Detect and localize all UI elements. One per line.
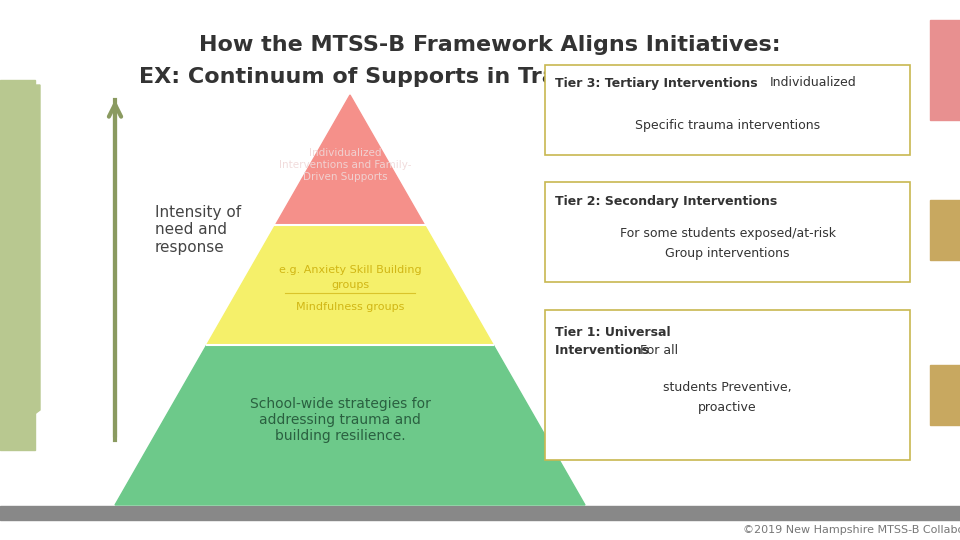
Text: School-wide strategies for
addressing trauma and
building resilience.: School-wide strategies for addressing tr… bbox=[250, 397, 430, 443]
Text: groups: groups bbox=[331, 280, 369, 290]
Bar bbox=[545, 65, 910, 155]
Text: For some students exposed/at-risk: For some students exposed/at-risk bbox=[619, 227, 835, 240]
Bar bbox=[545, 310, 910, 460]
Text: Intensity of
need and
response: Intensity of need and response bbox=[155, 205, 241, 255]
Text: Mindfulness groups: Mindfulness groups bbox=[296, 302, 404, 312]
Text: Individualized
Interventions and Family-
Driven Supports: Individualized Interventions and Family-… bbox=[278, 148, 411, 181]
Text: Tier 2: Secondary Interventions: Tier 2: Secondary Interventions bbox=[555, 195, 778, 208]
Bar bbox=[930, 20, 960, 120]
Text: For all: For all bbox=[640, 343, 678, 356]
Text: proactive: proactive bbox=[698, 402, 756, 415]
Bar bbox=[0, 506, 960, 520]
Text: ©2019 New Hampshire MTSS-B Collaborative: ©2019 New Hampshire MTSS-B Collaborative bbox=[743, 525, 960, 535]
Polygon shape bbox=[115, 345, 585, 505]
Bar bbox=[930, 365, 960, 425]
Text: Individualized: Individualized bbox=[770, 77, 856, 90]
Text: Interventions: Interventions bbox=[555, 343, 654, 356]
Polygon shape bbox=[0, 80, 35, 450]
Bar bbox=[545, 182, 910, 282]
Text: How the MTSS-B Framework Aligns Initiatives:: How the MTSS-B Framework Aligns Initiati… bbox=[199, 35, 780, 55]
Polygon shape bbox=[206, 225, 493, 345]
Polygon shape bbox=[276, 95, 424, 225]
Text: students Preventive,: students Preventive, bbox=[663, 381, 792, 395]
Text: Tier 1: Universal: Tier 1: Universal bbox=[555, 326, 671, 339]
Text: Group interventions: Group interventions bbox=[665, 247, 790, 260]
Text: EX: Continuum of Supports in Trauma-Sensitive Schools: EX: Continuum of Supports in Trauma-Sens… bbox=[139, 67, 841, 87]
Text: e.g. Anxiety Skill Building: e.g. Anxiety Skill Building bbox=[278, 265, 421, 275]
Polygon shape bbox=[0, 85, 40, 440]
Bar bbox=[930, 200, 960, 260]
Text: Tier 3: Tertiary Interventions: Tier 3: Tertiary Interventions bbox=[555, 77, 762, 90]
Text: Specific trauma interventions: Specific trauma interventions bbox=[635, 118, 820, 132]
